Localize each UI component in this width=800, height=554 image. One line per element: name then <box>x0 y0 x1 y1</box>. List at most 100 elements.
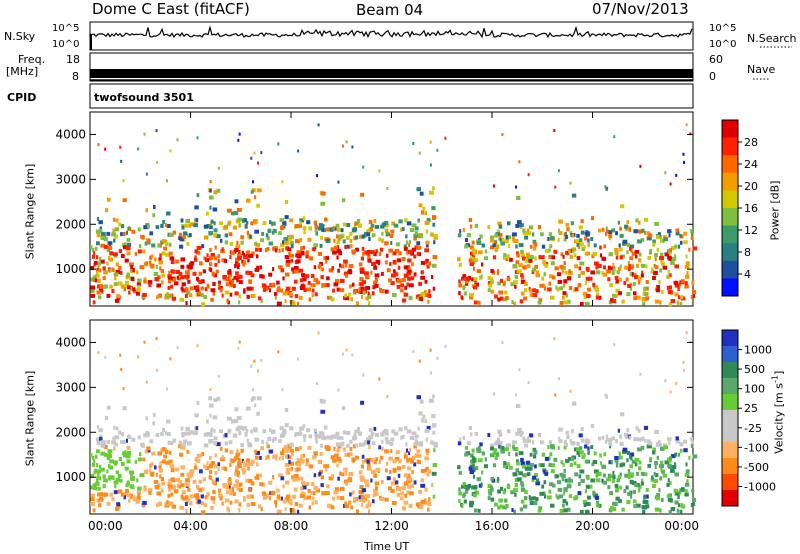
velocity-cell <box>153 413 156 417</box>
power-cell <box>238 294 242 299</box>
velocity-cell <box>233 483 237 488</box>
power-cell <box>318 263 322 268</box>
velocity-cell <box>210 461 215 465</box>
velocity-cell <box>293 487 298 492</box>
power-cell <box>424 279 428 284</box>
power-cell <box>250 221 254 226</box>
power-cell <box>524 258 529 263</box>
velocity-cell <box>364 483 370 488</box>
velocity-cell <box>289 508 295 512</box>
power-cell <box>577 274 581 278</box>
power-cell <box>413 272 417 277</box>
power-cell <box>186 264 192 269</box>
velocity-cell <box>690 436 693 441</box>
power-cell <box>196 193 200 198</box>
power-cell <box>339 278 345 283</box>
power-cell <box>199 261 203 266</box>
power-sparse-point <box>277 142 280 146</box>
velocity-cell <box>368 427 373 432</box>
velocity-cell <box>649 457 653 461</box>
velocity-cell <box>576 441 580 446</box>
velocity-cell <box>622 447 628 452</box>
velocity-cell <box>265 441 269 446</box>
velocity-cell <box>203 464 206 469</box>
velocity-cell <box>557 445 560 450</box>
power-cell <box>116 294 121 299</box>
power-cell <box>458 283 463 288</box>
power-cell <box>675 231 680 236</box>
velocity-cell <box>174 489 179 494</box>
power-cell <box>270 282 276 287</box>
velocity-cell <box>300 486 304 491</box>
power-cell <box>626 250 629 255</box>
power-cell <box>584 251 590 256</box>
velocity-cell <box>405 442 408 447</box>
velocity-cell <box>409 436 415 440</box>
power-cell <box>646 231 651 236</box>
power-cell <box>558 219 563 224</box>
velocity-cell <box>336 463 339 468</box>
power-cell <box>590 270 595 275</box>
power-cell <box>114 227 120 232</box>
power-cell <box>224 240 229 245</box>
power-sparse-point <box>682 152 685 156</box>
velocity-cell <box>190 430 194 435</box>
velocity-cell <box>276 488 280 493</box>
velocity-cell <box>145 416 148 421</box>
velocity-cell <box>285 480 290 485</box>
power-cell <box>260 299 263 303</box>
power-cell <box>214 245 217 250</box>
velocity-cell <box>688 455 691 460</box>
velocity-cell <box>591 462 595 467</box>
velocity-cell <box>99 464 102 469</box>
velocity-cell <box>667 497 673 502</box>
power-cell <box>391 293 397 297</box>
power-cell <box>91 254 95 259</box>
power-cell <box>403 292 409 297</box>
velocity-cell <box>654 507 660 512</box>
power-cell <box>125 275 129 280</box>
velocity-cell <box>211 479 215 484</box>
power-cell <box>457 257 461 262</box>
power-cell <box>179 297 185 302</box>
power-cell <box>348 292 352 297</box>
power-cell <box>108 241 111 246</box>
velocity-cell <box>667 457 671 462</box>
velocity-cell <box>614 483 619 488</box>
power-cell <box>311 293 314 298</box>
power-cell <box>635 295 641 300</box>
velocity-cell <box>143 487 147 492</box>
power-cell <box>615 279 619 283</box>
power-cell <box>99 284 104 289</box>
velocity-cell <box>595 472 600 477</box>
power-cell <box>182 237 186 242</box>
velocity-cell <box>96 470 99 475</box>
power-sparse-point <box>122 179 125 183</box>
velocity-colorbar-segment <box>722 474 738 491</box>
velocity-cell <box>256 473 260 478</box>
power-cell <box>547 237 550 241</box>
power-cell <box>183 274 189 279</box>
power-cell <box>553 249 558 254</box>
velocity-cell <box>323 436 327 441</box>
velocity-cell <box>194 457 199 462</box>
power-cell <box>168 270 171 275</box>
power-cell <box>254 195 257 200</box>
power-cell <box>424 248 430 253</box>
power-cell <box>124 258 129 263</box>
velocity-cell <box>180 426 184 431</box>
power-cell <box>90 277 94 282</box>
velocity-cell <box>149 463 152 468</box>
power-cell <box>510 282 516 287</box>
velocity-cell <box>547 456 551 461</box>
velocity-cell <box>132 476 135 480</box>
velocity-cell <box>458 470 462 475</box>
power-cell <box>590 216 595 221</box>
velocity-cell <box>668 481 672 486</box>
velocity-cell <box>536 478 540 483</box>
velocity-cell <box>342 447 346 452</box>
power-cell <box>213 273 218 278</box>
velocity-cell <box>458 499 461 504</box>
power-cell <box>201 244 205 249</box>
velocity-cell <box>172 485 177 490</box>
